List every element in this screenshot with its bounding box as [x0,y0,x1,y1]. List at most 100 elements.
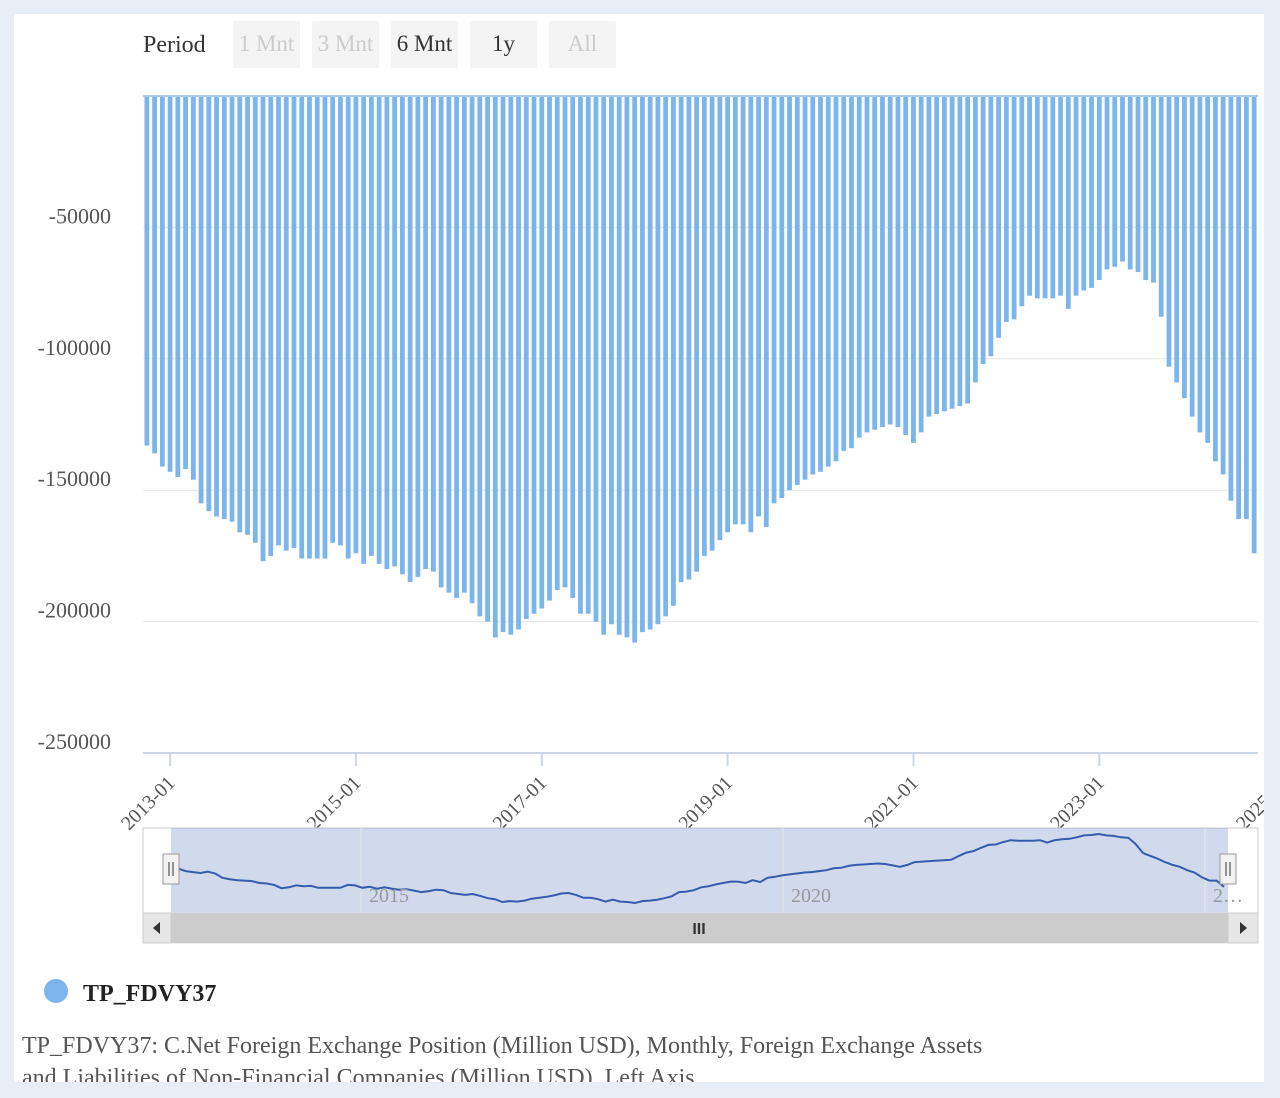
navigator[interactable]: 2015 2020 2… [142,827,1259,914]
bar[interactable] [1019,96,1025,307]
bar[interactable] [647,96,653,630]
bar[interactable] [1081,96,1087,291]
bar[interactable] [1182,96,1187,399]
bar[interactable] [299,96,305,559]
bar[interactable] [469,96,475,604]
bar[interactable] [1003,96,1009,323]
bar[interactable] [1151,96,1156,283]
bar[interactable] [1135,96,1141,273]
bar[interactable] [934,96,940,414]
bar[interactable] [686,96,692,580]
bar[interactable] [818,96,823,472]
bar[interactable] [609,96,614,625]
bar[interactable] [384,96,390,570]
bar[interactable] [980,96,986,365]
bar[interactable] [237,96,243,533]
bar[interactable] [330,96,336,543]
bar[interactable] [539,96,545,609]
bar[interactable] [516,96,521,630]
bar[interactable] [322,96,328,559]
bar[interactable] [570,96,576,598]
bar[interactable] [1228,96,1234,501]
scrollbar-right-button[interactable] [1227,912,1259,944]
bar[interactable] [229,96,235,522]
bar[interactable] [260,96,266,562]
bar[interactable] [283,96,289,551]
bar[interactable] [640,96,645,633]
bar[interactable] [841,96,847,451]
bar[interactable] [1073,96,1079,296]
bar[interactable] [717,96,723,541]
bar[interactable] [903,96,909,436]
bar[interactable] [423,96,429,570]
bar[interactable] [361,96,367,564]
bar[interactable] [307,96,312,559]
bar[interactable] [918,96,924,433]
bar[interactable] [872,96,878,430]
bar[interactable] [996,96,1002,338]
bar[interactable] [206,96,212,512]
bar[interactable] [849,96,854,449]
bar[interactable] [895,96,901,428]
bar[interactable] [392,96,398,567]
bar[interactable] [190,96,196,480]
bar[interactable] [1089,96,1094,288]
bar[interactable] [578,96,583,614]
scrollbar[interactable]: III [142,912,1259,944]
bar[interactable] [1166,96,1172,367]
bar[interactable] [446,96,452,593]
bar[interactable] [1104,96,1110,270]
navigator-selected-range[interactable] [171,828,1228,913]
bar[interactable] [740,96,746,525]
bar[interactable] [1213,96,1218,462]
range-button-1-mnt[interactable]: 1 Mnt [233,21,300,68]
bar[interactable] [678,96,684,583]
bar[interactable] [477,96,483,617]
bar[interactable] [1112,96,1118,267]
scrollbar-thumb[interactable] [171,913,1228,943]
bar[interactable] [245,96,250,535]
bar[interactable] [972,96,978,383]
bar[interactable] [616,96,622,635]
bar[interactable] [1143,96,1149,280]
range-button-all[interactable]: All [549,21,616,68]
scrollbar-left-button[interactable] [142,912,172,944]
bar[interactable] [508,96,514,635]
bar[interactable] [1096,96,1102,280]
bar[interactable] [601,96,607,635]
bar[interactable] [369,96,374,556]
bar[interactable] [880,96,885,428]
bar[interactable] [1174,96,1180,383]
bar[interactable] [748,96,754,533]
bar[interactable] [461,96,467,593]
bar[interactable] [771,96,777,504]
range-button-6-mnt[interactable]: 6 Mnt [391,21,458,68]
bar[interactable] [500,96,506,633]
bar[interactable] [485,96,490,622]
bar[interactable] [144,96,150,446]
bar[interactable] [1034,96,1040,299]
bar[interactable] [492,96,498,638]
bar[interactable] [864,96,870,433]
bar[interactable] [221,96,227,520]
bar[interactable] [523,96,529,619]
bar[interactable] [732,96,738,525]
bar[interactable] [725,96,730,533]
bar[interactable] [856,96,862,438]
bar[interactable] [338,96,343,546]
bar[interactable] [1058,96,1063,296]
bar[interactable] [1158,96,1164,317]
bar[interactable] [1189,96,1195,417]
bar[interactable] [1127,96,1133,270]
bar[interactable] [949,96,955,409]
bar[interactable] [663,96,669,617]
bar[interactable] [1011,96,1017,320]
bar[interactable] [1251,96,1257,554]
bar[interactable] [988,96,994,357]
bar[interactable] [825,96,831,467]
range-button-3-mnt[interactable]: 3 Mnt [312,21,379,68]
bar[interactable] [531,96,537,614]
bar[interactable] [1042,96,1048,299]
bar[interactable] [802,96,808,480]
bar[interactable] [252,96,258,543]
